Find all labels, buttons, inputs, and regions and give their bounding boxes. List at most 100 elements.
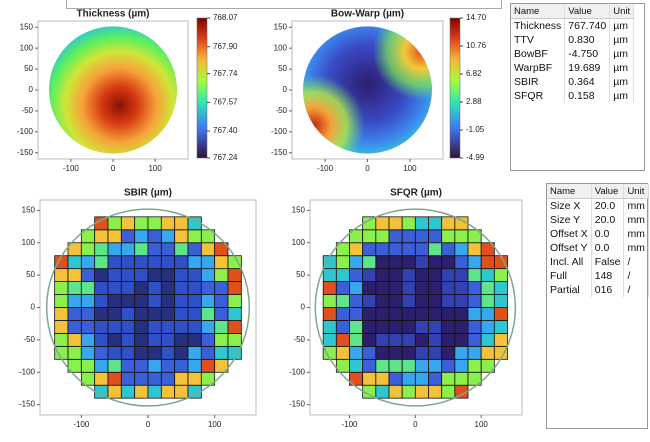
site-cell (414, 307, 429, 321)
row: Offset Y 0.0 mm (547, 241, 649, 255)
cell: Size Y (547, 213, 592, 227)
site-cell (428, 281, 443, 295)
site-cell (147, 371, 162, 386)
site-cell (375, 268, 390, 282)
site-cell (388, 216, 403, 231)
cell: µm (609, 89, 635, 103)
site-cell (480, 320, 495, 334)
site-cell (187, 268, 202, 282)
site-cell (160, 255, 176, 270)
top-bar (66, 0, 502, 9)
cell: Value (591, 184, 625, 199)
site-cell (349, 294, 364, 308)
site-cell (335, 307, 350, 321)
cell: WarpBF (511, 61, 566, 75)
site-cell (375, 281, 390, 295)
site-cell (428, 268, 443, 282)
site-cell (107, 229, 122, 244)
site-cell (414, 242, 429, 257)
cell: Value (564, 4, 611, 19)
site-cell (200, 333, 216, 347)
cell: Name (547, 184, 592, 199)
colorbar-label: 767.57 (213, 97, 238, 106)
site-cell (428, 229, 443, 244)
cell: Offset X (547, 227, 592, 241)
site-cell (362, 371, 377, 386)
site-cell (134, 371, 149, 386)
site-cell (388, 268, 403, 282)
cell: mm (623, 198, 649, 213)
y-tick-label: 150 (292, 205, 306, 214)
site-cell (349, 255, 364, 270)
site-cell (362, 307, 377, 321)
site-cell (147, 255, 162, 270)
site-cell (227, 294, 242, 308)
y-tick-label: 100 (274, 43, 288, 52)
site-cell (335, 333, 350, 347)
site-cell (80, 281, 96, 295)
cell: -4.750 (564, 47, 611, 61)
cell: µm (609, 18, 635, 33)
site-cell (454, 281, 469, 295)
site-cell (227, 268, 242, 282)
site-cell (467, 333, 482, 347)
site-cell (94, 307, 109, 321)
site-cell (441, 294, 456, 308)
cell: / (623, 283, 649, 297)
site-cell (414, 281, 429, 295)
site-cell (428, 320, 443, 334)
site-cell (67, 333, 82, 347)
site-cell (214, 268, 229, 282)
x-tick-label: 100 (403, 164, 417, 173)
site-cell (441, 333, 456, 347)
y-tick-label: 100 (20, 43, 34, 52)
site-cell (414, 345, 429, 360)
site-cell (187, 242, 202, 257)
x-tick-label: -100 (63, 164, 80, 173)
site-cell (441, 242, 456, 257)
cell: 0.0 (591, 227, 625, 241)
site-cell (200, 268, 216, 282)
site-cell (120, 281, 136, 295)
site-cell (349, 242, 364, 257)
site-cell (375, 229, 390, 244)
site-cell (493, 320, 508, 334)
chart-title: SFQR (µm) (390, 188, 442, 199)
site-cell (401, 229, 416, 244)
chart-title: Bow-Warp (µm) (331, 9, 404, 20)
site-cell (480, 255, 495, 270)
site-cell (362, 320, 377, 334)
site-cell (401, 255, 416, 270)
site-cell (187, 229, 202, 244)
site-cell (388, 333, 403, 347)
site-cell (200, 229, 216, 244)
site-cell (94, 255, 109, 270)
site-cell (454, 229, 469, 244)
site-cell (467, 358, 482, 373)
site-cell (120, 294, 136, 308)
row: Thickness 767.740 µm (511, 18, 635, 33)
cell: 20.0 (591, 198, 625, 213)
site-cell (335, 281, 350, 295)
site-cell (134, 281, 149, 295)
site-cell (187, 294, 202, 308)
site-cell (107, 333, 122, 347)
colorbar-label: 6.82 (466, 69, 482, 78)
site-cell (147, 345, 162, 360)
cell: Unit (623, 184, 649, 199)
site-cell (335, 320, 350, 334)
site-cell (322, 281, 337, 295)
site-cell (480, 281, 495, 295)
site-cell (375, 345, 390, 360)
y-tick-label: -100 (271, 127, 288, 136)
chart-title: Thickness (µm) (76, 9, 149, 20)
site-cell (134, 216, 149, 231)
site-cell (454, 320, 469, 334)
site-cell (375, 307, 390, 321)
site-cell (54, 281, 69, 295)
site-cell (414, 268, 429, 282)
site-cell (187, 255, 202, 270)
site-cell (94, 229, 109, 244)
site-cell (107, 242, 122, 257)
site-cell (147, 320, 162, 334)
